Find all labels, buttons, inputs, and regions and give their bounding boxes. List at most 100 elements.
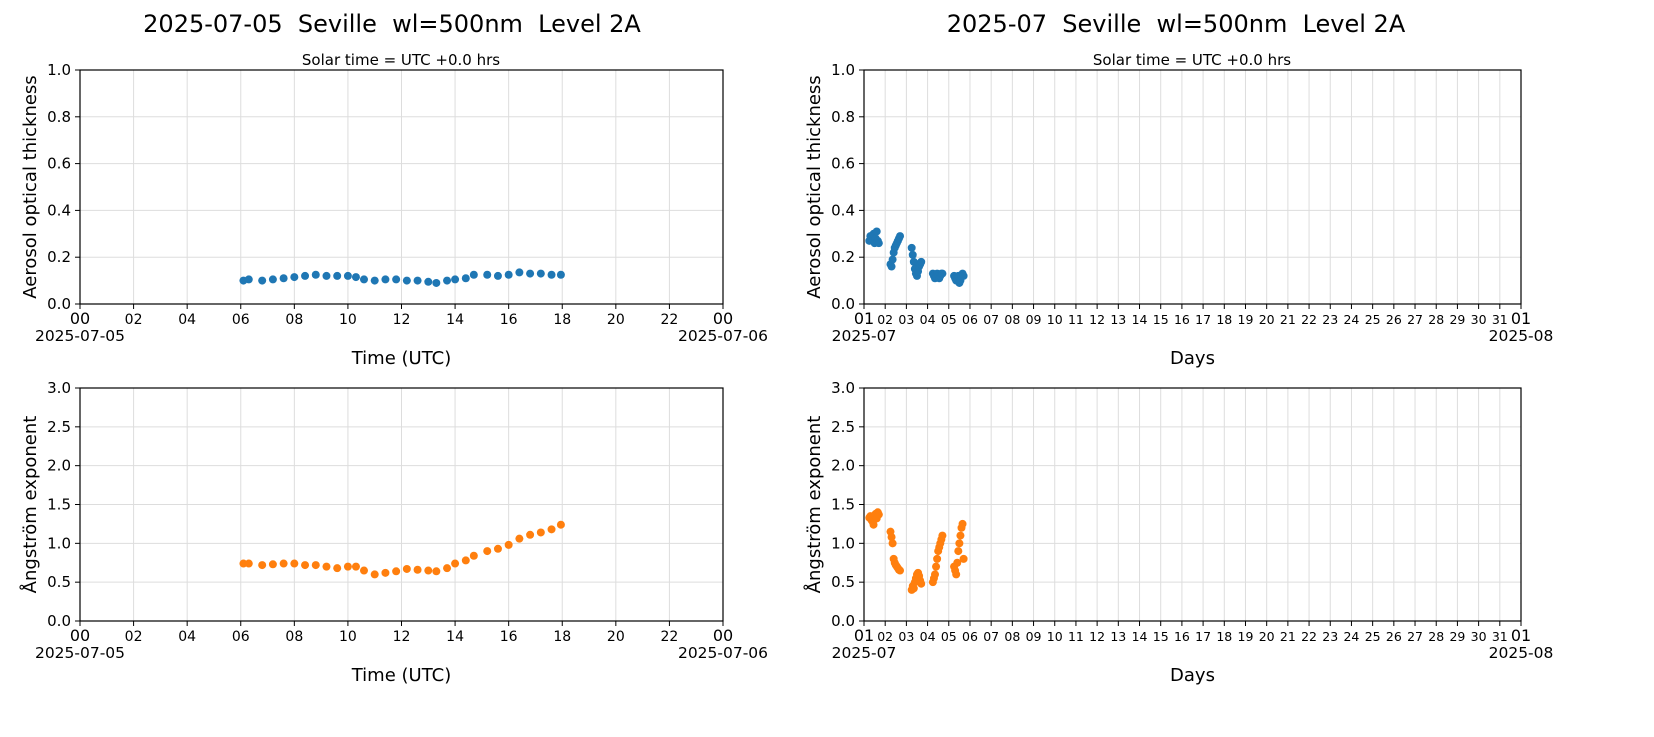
x-tick-label: 31 — [1492, 312, 1508, 327]
data-point — [258, 561, 267, 570]
x-tick-label: 24 — [1343, 629, 1359, 644]
data-point — [953, 558, 962, 567]
data-point — [381, 568, 390, 577]
date-left-label: 2025-07-05 — [35, 327, 125, 345]
y-tick-label: 0.5 — [831, 573, 855, 591]
x-tick-label: 15 — [1153, 312, 1169, 327]
x-tick-label: 23 — [1322, 312, 1338, 327]
data-point — [311, 270, 320, 279]
y-tick-label: 2.0 — [831, 457, 855, 475]
x-tick-label: 00 — [713, 626, 733, 645]
data-point — [322, 271, 331, 280]
x-tick-label: 07 — [983, 312, 999, 327]
data-point — [461, 274, 470, 283]
data-point — [888, 255, 897, 264]
data-point — [322, 562, 331, 571]
x-tick-label: 08 — [285, 629, 303, 645]
x-tick-label: 19 — [1238, 629, 1254, 644]
y-tick-label: 0.0 — [47, 295, 71, 313]
data-point — [370, 570, 379, 579]
x-tick-label: 01 — [1511, 626, 1531, 645]
x-tick-label: 04 — [178, 312, 196, 328]
x-tick-label: 05 — [941, 312, 957, 327]
x-tick-label: 01 — [1511, 309, 1531, 328]
data-point — [887, 533, 896, 542]
plot-frame — [863, 387, 1522, 622]
x-tick-label: 14 — [446, 629, 464, 645]
x-tick-label: 00 — [713, 309, 733, 328]
x-tick-label: 10 — [1047, 312, 1063, 327]
data-point — [504, 270, 513, 279]
data-point — [443, 564, 452, 573]
data-point — [469, 551, 478, 560]
x-tick-label: 17 — [1195, 312, 1211, 327]
x-tick-label: 09 — [1026, 312, 1042, 327]
x-tick-label: 02 — [125, 312, 143, 328]
y-tick-label: 0.5 — [47, 573, 71, 591]
data-point — [359, 566, 368, 575]
data-point — [938, 531, 947, 540]
x-tick-label: 31 — [1492, 629, 1508, 644]
x-tick-label: 12 — [393, 312, 411, 328]
x-tick-label: 08 — [285, 312, 303, 328]
data-point — [536, 528, 545, 537]
x-tick-label: 11 — [1068, 312, 1084, 327]
y-tick-label: 1.5 — [47, 496, 71, 514]
x-tick-label: 18 — [553, 312, 571, 328]
data-point — [413, 276, 422, 285]
x-tick-label: 24 — [1343, 312, 1359, 327]
data-point — [515, 534, 524, 543]
data-point — [874, 239, 883, 248]
x-tick-label: 14 — [1132, 629, 1148, 644]
y-tick-label: 1.0 — [831, 534, 855, 552]
x-tick-label: 13 — [1110, 629, 1126, 644]
x-tick-label: 28 — [1428, 629, 1444, 644]
x-tick-label: 10 — [1047, 629, 1063, 644]
data-point — [381, 275, 390, 284]
y-tick-label: 0.8 — [47, 108, 71, 126]
data-point — [872, 227, 881, 236]
data-point — [343, 562, 352, 571]
data-point — [244, 559, 253, 568]
data-point — [909, 584, 918, 593]
date-right-label: 2025-08 — [1489, 327, 1554, 345]
x-tick-label: 30 — [1471, 629, 1487, 644]
data-point — [351, 562, 360, 571]
data-point — [907, 243, 916, 252]
data-point — [896, 232, 905, 241]
y-tick-label: 0.0 — [831, 612, 855, 630]
x-tick-label: 01 — [854, 626, 874, 645]
x-tick-label: 07 — [983, 629, 999, 644]
data-point — [333, 271, 342, 280]
x-tick-label: 16 — [1174, 629, 1190, 644]
x-tick-label: 14 — [1132, 312, 1148, 327]
y-tick-label: 0.2 — [47, 248, 71, 266]
data-point — [930, 570, 939, 579]
x-tick-label: 12 — [1089, 629, 1105, 644]
data-point — [959, 554, 968, 563]
plot-frame — [79, 69, 724, 305]
data-point — [301, 561, 310, 570]
data-point — [874, 510, 883, 519]
x-tick-label: 08 — [1004, 312, 1020, 327]
date-left-label: 2025-07-05 — [35, 644, 125, 662]
x-tick-label: 20 — [1259, 312, 1275, 327]
y-axis-label: Aerosol optical thickness — [20, 75, 41, 298]
x-tick-label: 16 — [1174, 312, 1190, 327]
y-tick-label: 0.4 — [831, 201, 855, 219]
y-tick-label: 2.5 — [47, 418, 71, 436]
data-point — [952, 570, 961, 579]
data-point — [908, 250, 917, 259]
data-point — [959, 271, 968, 280]
y-tick-label: 1.0 — [47, 61, 71, 79]
y-tick-label: 3.0 — [47, 379, 71, 397]
x-tick-label: 13 — [1110, 312, 1126, 327]
data-point — [279, 559, 288, 568]
data-point — [515, 268, 524, 277]
data-point — [493, 271, 502, 280]
data-point — [370, 276, 379, 285]
chart-angstrom_daily: 00 02 04 06 08 10 12 14 16 18 20 22 000.00.51.01.52.… — [19, 379, 768, 686]
data-point — [917, 579, 926, 588]
date-right-label: 2025-07-06 — [678, 327, 768, 345]
data-point — [301, 271, 310, 280]
